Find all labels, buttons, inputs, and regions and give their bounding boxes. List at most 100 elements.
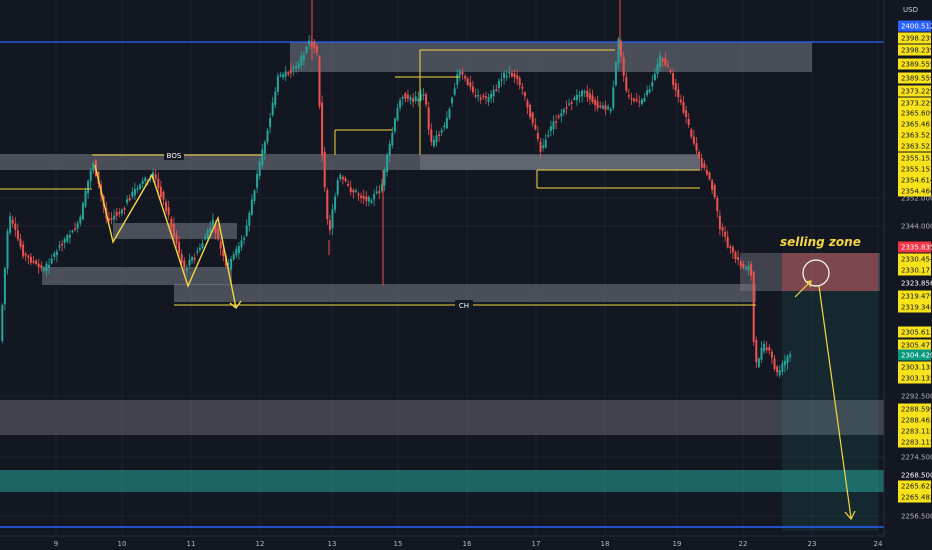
candle-body	[274, 91, 277, 106]
candle-body	[451, 97, 454, 104]
selling-zone-label: selling zone	[780, 235, 861, 249]
candle-body	[45, 263, 48, 272]
candle-body	[638, 100, 641, 103]
candle-body	[568, 103, 571, 105]
y-tick-label: 2352.000	[901, 195, 932, 203]
candle-body	[500, 79, 503, 81]
price-label: 2365.609	[901, 110, 932, 118]
candle-body	[713, 185, 716, 198]
candle-body	[458, 70, 461, 76]
candle-body	[152, 172, 155, 180]
price-label: 2265.482	[901, 494, 932, 502]
candle-body	[557, 116, 560, 118]
price-label: 2363.521	[901, 143, 932, 151]
price-label-bg	[898, 129, 931, 141]
candle-body	[22, 244, 25, 257]
candle-body	[365, 196, 368, 201]
y-tick-label: 2292.500	[901, 393, 932, 401]
time-axis[interactable]	[0, 536, 932, 550]
candle-body	[575, 94, 578, 101]
candle-body	[742, 263, 745, 269]
candle-body	[204, 237, 207, 240]
candle-body	[734, 252, 737, 259]
price-label: 2330.454	[901, 256, 932, 264]
candle-body	[29, 256, 32, 263]
x-tick-label: 22	[739, 540, 748, 548]
candle-body	[427, 107, 430, 130]
candle-body	[609, 108, 612, 112]
candle-body	[399, 100, 402, 108]
candle-body	[703, 163, 706, 168]
price-label-bg	[898, 290, 931, 302]
candle-body	[630, 98, 633, 100]
price-label: 2283.115	[901, 428, 932, 436]
candle-body	[770, 351, 773, 358]
x-axis-ticks: 9 10 11 12 13 15 16 17 18 19 22 23 24	[54, 540, 883, 548]
candle-body	[750, 264, 753, 276]
candle-body	[162, 191, 165, 200]
candle-body	[586, 90, 589, 98]
candle-body	[388, 143, 391, 156]
price-label: 2303.135	[901, 364, 932, 372]
price-label-bg	[898, 339, 931, 351]
candle-body	[261, 149, 264, 165]
price-label: 2398.239	[901, 35, 932, 43]
price-label-bg	[898, 44, 931, 56]
candle-body	[640, 99, 643, 104]
candle-body	[700, 157, 703, 168]
candle-body	[760, 347, 763, 360]
candle-body	[664, 58, 667, 66]
price-label-bg	[898, 72, 931, 84]
candle-body	[276, 76, 279, 92]
candle-body	[131, 191, 134, 197]
candle-body	[490, 93, 493, 99]
candle-body	[297, 63, 300, 68]
candle-body	[367, 196, 370, 202]
price-label-bg	[898, 152, 931, 164]
candle-body	[409, 97, 412, 101]
candle-body	[175, 234, 178, 244]
price-label-bg	[898, 97, 931, 109]
candle-body	[63, 238, 66, 243]
candle-body	[172, 224, 175, 237]
price-label-bg	[898, 58, 931, 70]
candle-body	[282, 74, 285, 78]
candle-body	[391, 132, 394, 146]
candle-body	[313, 41, 316, 49]
price-label: 2389.559	[901, 75, 932, 83]
candle-body	[9, 216, 12, 233]
candle-body	[201, 243, 204, 249]
price-label: 2373.229	[901, 88, 932, 96]
candle-body	[362, 196, 365, 199]
candle-body	[159, 186, 162, 198]
candle-body	[170, 218, 173, 228]
candle-body	[84, 190, 87, 207]
candle-body	[518, 78, 521, 86]
candle-body	[214, 224, 217, 234]
candle-body	[503, 72, 506, 79]
price-label: 2319.479	[901, 293, 932, 301]
candle-body	[430, 129, 433, 142]
price-label: 2355.153	[901, 155, 932, 163]
price-label-bg	[898, 32, 931, 44]
x-tick-label: 24	[874, 540, 883, 548]
annotations-layer: BOS CH selling zone	[0, 49, 861, 521]
candle-body	[401, 97, 404, 99]
price-label-bg	[898, 253, 931, 265]
candle-body	[76, 223, 79, 229]
candle-body	[570, 101, 573, 104]
candle-body	[669, 70, 672, 73]
candle-body	[531, 112, 534, 124]
candle-body	[183, 260, 186, 268]
candle-body	[404, 93, 407, 99]
candle-body	[211, 219, 214, 225]
candle-body	[300, 55, 303, 65]
candle-body	[6, 231, 9, 269]
candle-body	[48, 264, 51, 268]
price-label-bg	[898, 301, 931, 313]
candle-body	[677, 89, 680, 98]
price-label-bg	[898, 140, 931, 152]
candle-body	[659, 55, 662, 67]
candle-body	[646, 90, 649, 96]
